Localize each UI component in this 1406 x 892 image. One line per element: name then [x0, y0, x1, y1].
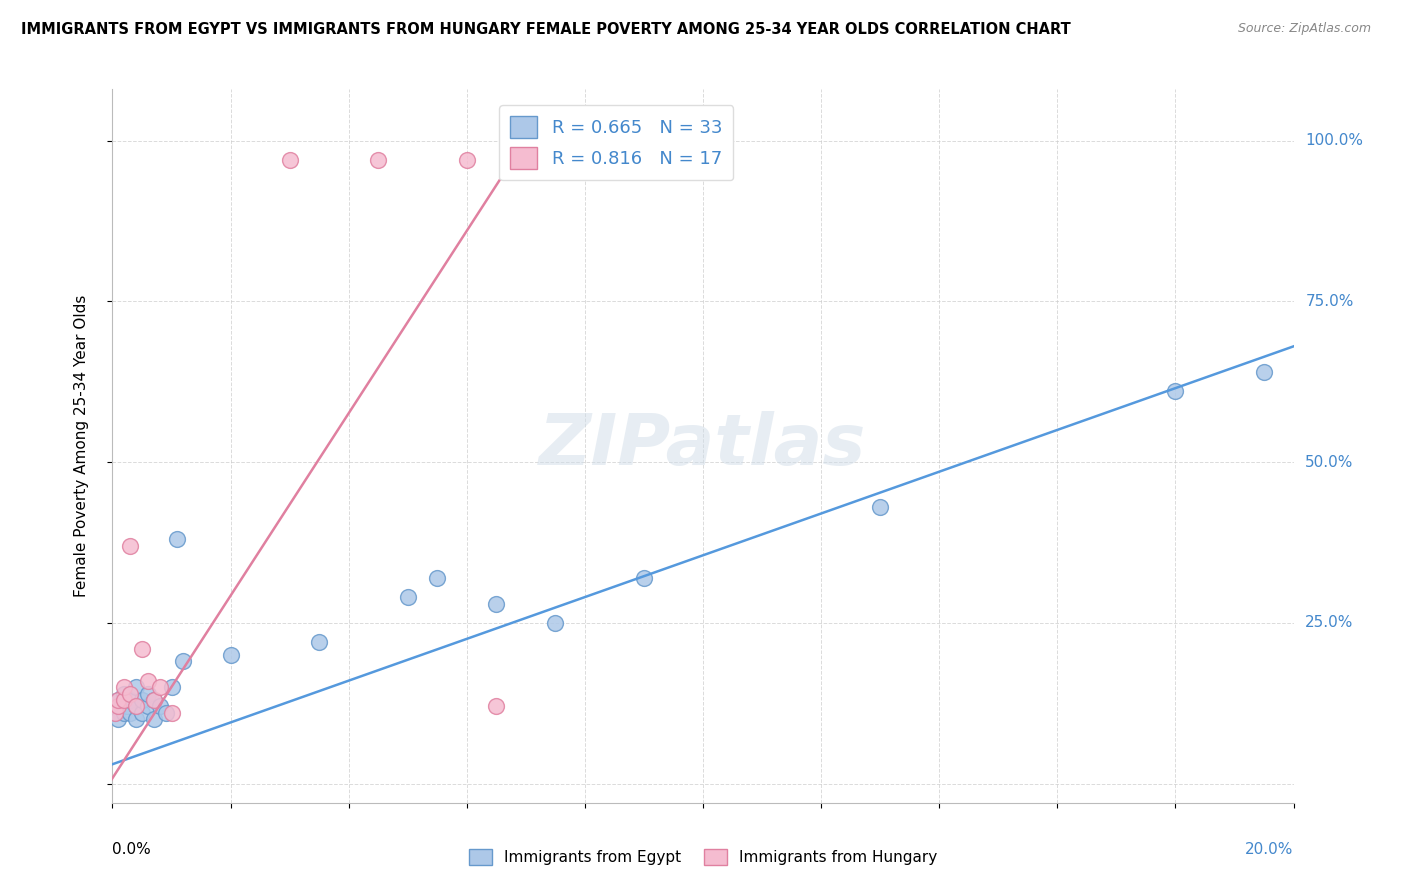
- Point: [136, 699, 159, 714]
- Text: 50.0%: 50.0%: [1305, 455, 1354, 469]
- Point: [308, 635, 330, 649]
- Point: [142, 693, 165, 707]
- Point: [110, 699, 132, 714]
- Point: [112, 680, 135, 694]
- Point: [125, 699, 148, 714]
- Point: [107, 693, 129, 707]
- Point: [131, 693, 153, 707]
- Text: Source: ZipAtlas.com: Source: ZipAtlas.com: [1237, 22, 1371, 36]
- Point: [107, 712, 129, 726]
- Point: [485, 597, 508, 611]
- Point: [112, 686, 135, 700]
- Text: IMMIGRANTS FROM EGYPT VS IMMIGRANTS FROM HUNGARY FEMALE POVERTY AMONG 25-34 YEAR: IMMIGRANTS FROM EGYPT VS IMMIGRANTS FROM…: [21, 22, 1071, 37]
- Point: [117, 699, 138, 714]
- Point: [136, 686, 159, 700]
- Point: [396, 590, 419, 604]
- Point: [112, 706, 135, 720]
- Point: [107, 699, 129, 714]
- Point: [426, 571, 449, 585]
- Point: [172, 654, 194, 668]
- Point: [120, 539, 142, 553]
- Point: [149, 680, 172, 694]
- Point: [149, 699, 172, 714]
- Point: [136, 673, 159, 688]
- Point: [125, 699, 148, 714]
- Point: [869, 500, 891, 514]
- Point: [107, 693, 129, 707]
- Text: 0.0%: 0.0%: [112, 842, 152, 857]
- Legend: Immigrants from Egypt, Immigrants from Hungary: Immigrants from Egypt, Immigrants from H…: [463, 843, 943, 871]
- Point: [160, 680, 183, 694]
- Point: [104, 706, 127, 720]
- Text: ZIPatlas: ZIPatlas: [540, 411, 866, 481]
- Point: [142, 693, 165, 707]
- Point: [1253, 365, 1275, 379]
- Point: [633, 571, 655, 585]
- Point: [155, 706, 177, 720]
- Point: [367, 153, 389, 167]
- Point: [219, 648, 242, 662]
- Y-axis label: Female Poverty Among 25-34 Year Olds: Female Poverty Among 25-34 Year Olds: [75, 295, 89, 597]
- Point: [112, 693, 135, 707]
- Point: [131, 706, 153, 720]
- Point: [120, 706, 142, 720]
- Point: [142, 712, 165, 726]
- Point: [120, 686, 142, 700]
- Point: [125, 712, 148, 726]
- Text: 20.0%: 20.0%: [1246, 842, 1294, 857]
- Point: [278, 153, 301, 167]
- Point: [544, 615, 567, 630]
- Legend: R = 0.665   N = 33, R = 0.816   N = 17: R = 0.665 N = 33, R = 0.816 N = 17: [499, 105, 733, 180]
- Point: [485, 699, 508, 714]
- Point: [160, 706, 183, 720]
- Text: 100.0%: 100.0%: [1305, 133, 1364, 148]
- Point: [131, 641, 153, 656]
- Text: 75.0%: 75.0%: [1305, 293, 1354, 309]
- Point: [166, 533, 188, 547]
- Point: [1164, 384, 1187, 399]
- Point: [125, 680, 148, 694]
- Text: 25.0%: 25.0%: [1305, 615, 1354, 631]
- Point: [456, 153, 478, 167]
- Point: [104, 706, 127, 720]
- Point: [120, 693, 142, 707]
